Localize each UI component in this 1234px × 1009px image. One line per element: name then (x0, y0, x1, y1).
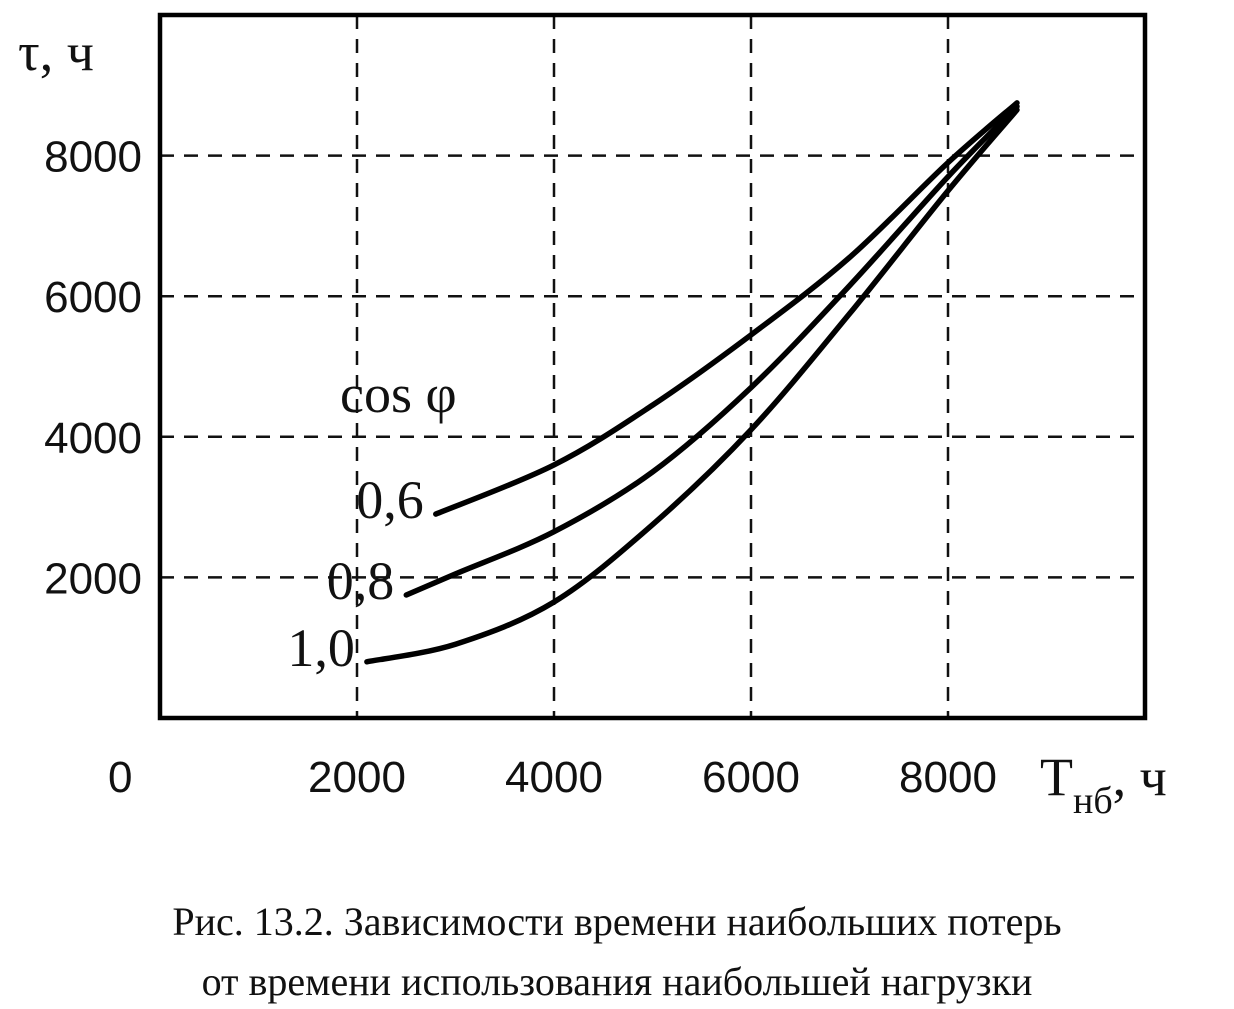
y-tick-label: 8000 (44, 133, 142, 182)
series-label-3: 1,0 (287, 618, 355, 678)
plot-frame (157, 12, 1148, 721)
caption-line-1: Рис. 13.2. Зависимости времени наибольши… (172, 899, 1061, 944)
x-axis-label: Tнб, ч (1040, 747, 1167, 822)
x-axis-label-subscript: нб (1073, 780, 1113, 822)
tick-labels: 2000 4000 6000 8000 2000 4000 6000 8000 (44, 133, 997, 802)
curves (364, 100, 1020, 665)
caption-line-2: от времени использования наибольшей нагр… (202, 959, 1033, 1004)
series-label-1: 0,6 (356, 470, 424, 530)
series-labels: 0,6 0,8 1,0 (287, 470, 423, 678)
y-axis-label: τ, ч (18, 22, 94, 82)
x-tick-label: 4000 (505, 753, 603, 802)
x-tick-label: 6000 (702, 753, 800, 802)
series-line-3 (364, 107, 1020, 665)
x-axis-label-unit: , ч (1113, 747, 1167, 807)
series-line-2 (403, 103, 1020, 598)
series-line-1 (433, 100, 1020, 517)
y-tick-label: 2000 (44, 554, 142, 603)
x-tick-label: 2000 (308, 753, 406, 802)
origin-label: 0 (108, 753, 132, 802)
series-label-2: 0,8 (327, 551, 395, 611)
y-tick-label: 4000 (44, 414, 142, 463)
x-axis-label-main: T (1040, 747, 1073, 807)
legend-title: cos φ (340, 364, 457, 424)
x-tick-label: 8000 (899, 753, 997, 802)
y-tick-label: 6000 (44, 273, 142, 322)
